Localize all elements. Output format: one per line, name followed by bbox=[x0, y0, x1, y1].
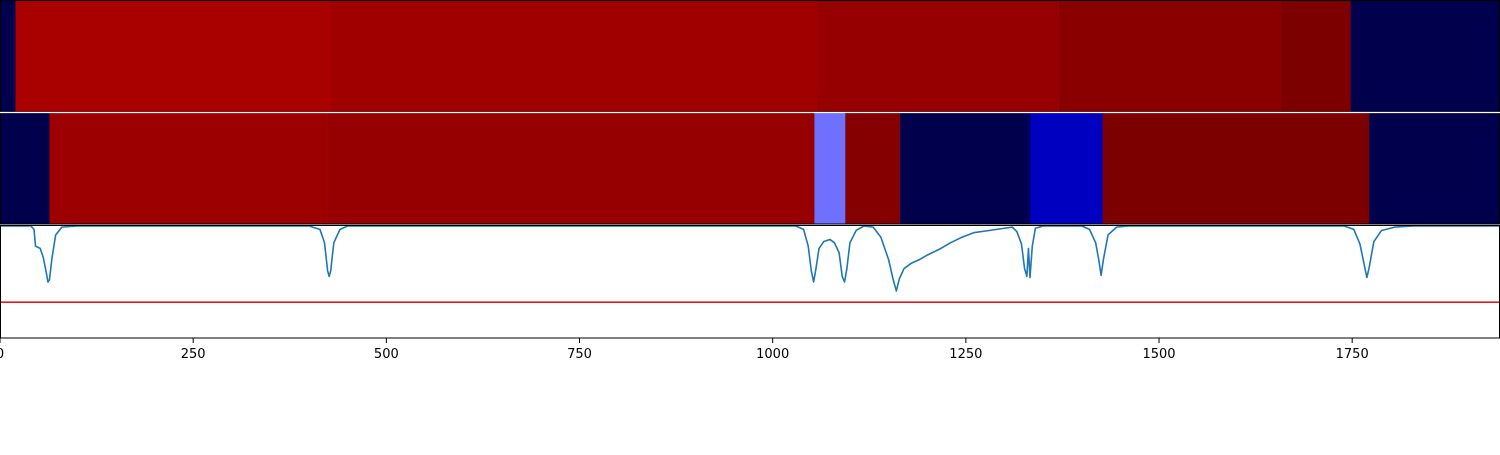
track-2-segment-2 bbox=[49, 113, 328, 224]
track-2-segment-7 bbox=[1027, 113, 1032, 224]
x-axis: 0 250 500 750 1000 1250 1500 1750 bbox=[0, 338, 1369, 362]
track-1-segment-6 bbox=[1281, 1, 1351, 112]
track-1-segment-5 bbox=[1058, 1, 1282, 112]
x-tick-label: 750 bbox=[567, 347, 592, 362]
heatmap-tracks bbox=[0, 1, 1500, 224]
track-1-segment-3 bbox=[330, 1, 818, 112]
track-1-segment-2 bbox=[15, 1, 332, 112]
track-2-segment-5 bbox=[845, 113, 901, 224]
x-tick-label: 250 bbox=[181, 347, 206, 362]
x-tick-label: 1250 bbox=[949, 347, 982, 362]
x-tick-label: 1000 bbox=[756, 347, 789, 362]
track-2-segment-1 bbox=[0, 113, 50, 224]
x-tick-label: 1750 bbox=[1336, 347, 1369, 362]
x-tick-label: 1500 bbox=[1142, 347, 1175, 362]
track-1-segment-1 bbox=[0, 1, 16, 112]
track-1-segment-4 bbox=[817, 1, 1059, 112]
track-1-segment-7 bbox=[1350, 1, 1500, 112]
track-2-segment-6 bbox=[900, 113, 1028, 224]
signal-background bbox=[0, 226, 1499, 338]
signal-panel bbox=[0, 225, 1499, 338]
track-2-segment-4 bbox=[814, 113, 846, 224]
x-tick-label: 500 bbox=[374, 347, 399, 362]
track-2-segment-9 bbox=[1102, 113, 1370, 224]
x-tick-label: 0 bbox=[0, 347, 4, 362]
track-2-segment-3 bbox=[327, 113, 815, 224]
track-2-segment-10 bbox=[1369, 113, 1500, 224]
signal-line bbox=[0, 225, 1499, 292]
track-2-segment-8 bbox=[1030, 113, 1103, 224]
